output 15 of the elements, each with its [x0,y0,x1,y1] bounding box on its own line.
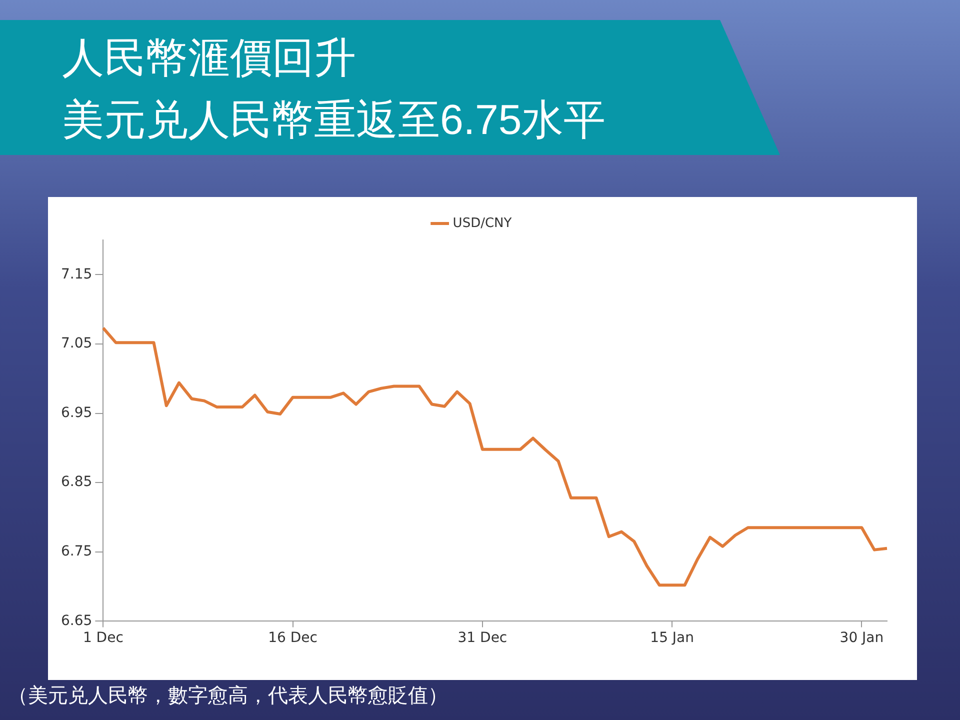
x-tick-label: 31 Dec [458,630,508,646]
y-tick-label: 6.85 [61,474,92,490]
x-tick-label: 15 Jan [650,630,694,646]
x-tick-label: 16 Dec [268,630,318,646]
x-tick-label: 1 Dec [82,630,124,646]
chart-subtitle: 美元兑人民幣重返至6.75水平 [62,95,606,145]
x-tick-label: 30 Jan [840,630,884,646]
y-tick-label: 6.65 [61,612,92,629]
y-tick-label: 7.05 [61,336,92,352]
y-tick-label: 6.75 [61,544,92,560]
y-tick-label: 7.15 [61,266,92,282]
y-tick-label: 6.95 [61,404,92,421]
legend-label: USD/CNY [452,216,512,231]
text: （美元兑人民幣，數字愈高，代表人民幣愈貶值） [8,682,448,709]
chart-title: 人民幣滙價回升 [62,33,356,83]
